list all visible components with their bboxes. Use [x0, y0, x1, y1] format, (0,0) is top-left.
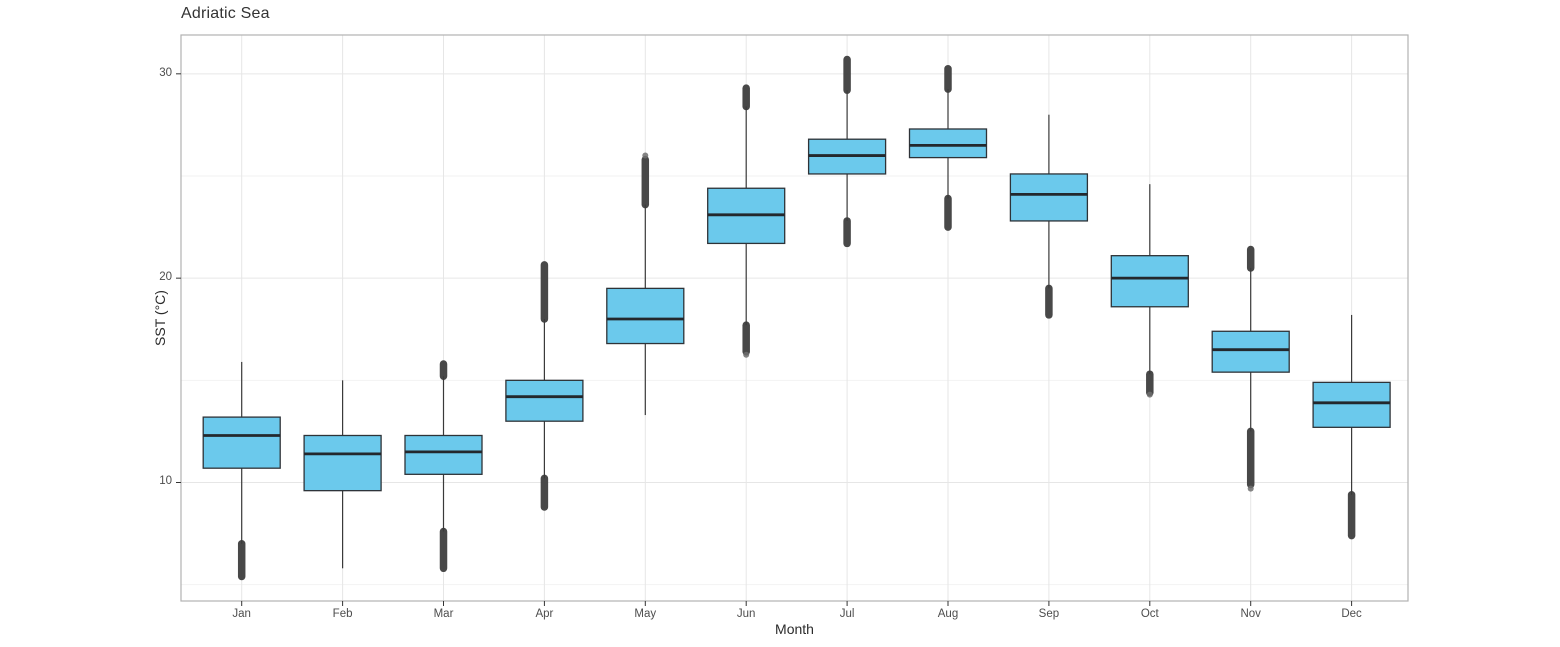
y-tick-label-30: 30 [159, 66, 172, 79]
x-tick-label-feb: Feb [332, 608, 353, 620]
chart-title: Adriatic Sea [181, 5, 270, 22]
x-tick-label-jun: Jun [736, 608, 756, 620]
panel-background [181, 35, 1408, 601]
x-tick-label-jan: Jan [232, 608, 251, 620]
outlier-dot [1146, 391, 1153, 398]
y-tick-label-20: 20 [159, 271, 172, 284]
box-may [606, 287, 685, 345]
y-tick-label-10: 10 [159, 475, 172, 488]
box-sep [1009, 173, 1089, 222]
box-mar [404, 434, 483, 475]
y-axis-title: SST (°C) [152, 290, 168, 346]
outlier-dot [743, 351, 750, 358]
x-tick-label-aug: Aug [937, 608, 959, 620]
box-dec [1312, 381, 1391, 428]
box-nov [1211, 330, 1290, 373]
outlier-dot [642, 152, 649, 159]
panel-border [180, 34, 1409, 602]
x-tick-label-dec: Dec [1341, 608, 1362, 620]
box-feb [303, 434, 382, 492]
box-oct [1110, 255, 1189, 308]
x-axis-title: Month [775, 621, 814, 637]
box-jan [202, 416, 281, 469]
x-tick-label-oct: Oct [1140, 608, 1159, 620]
outlier-dot [1247, 485, 1254, 492]
x-tick-label-may: May [634, 608, 657, 620]
x-tick-label-sep: Sep [1038, 608, 1060, 620]
box-apr [505, 379, 584, 422]
x-tick-label-mar: Mar [433, 608, 454, 620]
x-tick-label-apr: Apr [535, 608, 554, 620]
x-tick-label-jul: Jul [839, 608, 855, 620]
box-aug [908, 128, 988, 159]
x-tick-label-nov: Nov [1240, 608, 1261, 620]
